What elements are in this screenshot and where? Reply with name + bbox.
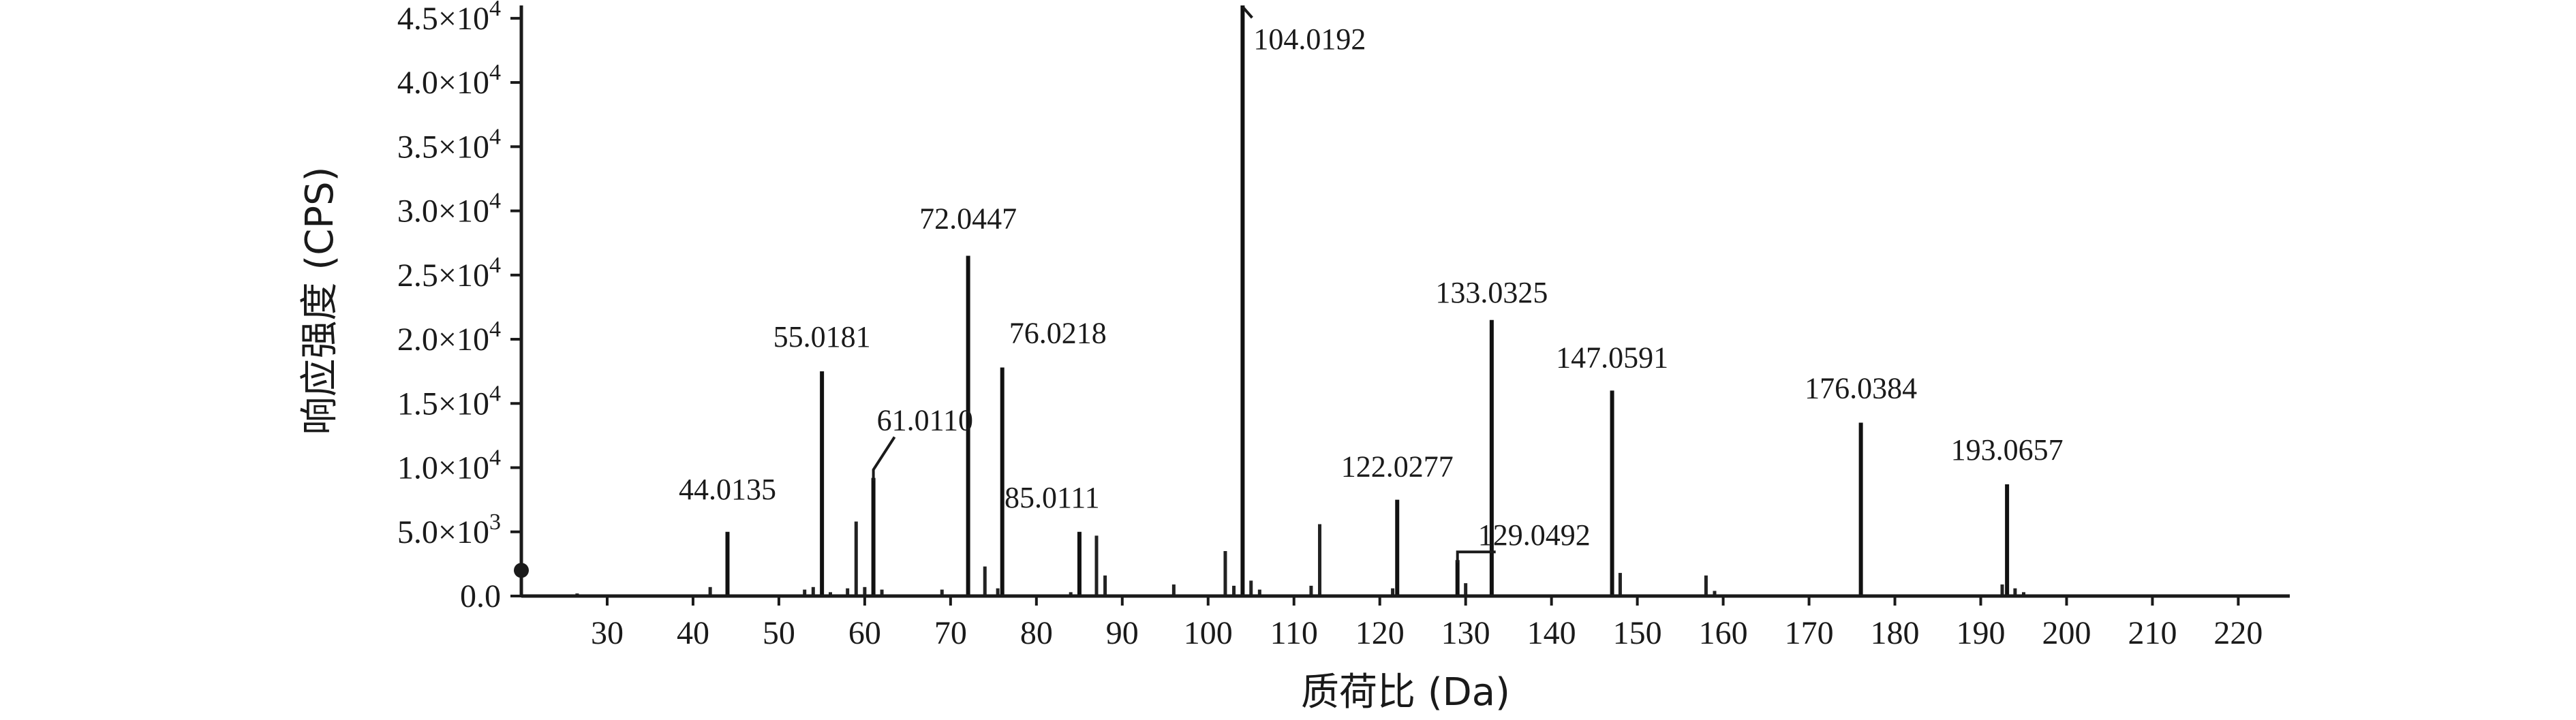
y-tick-label: 2.0×104 — [397, 317, 501, 358]
y-tick-label: 3.5×104 — [397, 124, 501, 165]
y-tick-label: 1.0×104 — [397, 445, 501, 486]
y-axis-title: 响应强度 (CPS) — [298, 167, 342, 435]
peak-label: 176.0384 — [1805, 372, 1917, 405]
x-tick-label: 160 — [1699, 615, 1748, 651]
peak-label: 55.0181 — [773, 320, 871, 354]
x-tick-label: 120 — [1355, 615, 1405, 651]
y-axis-ticks: 0.0 5.0×103 1.0×104 1.5×104 2.0×104 2.5×104 3.… — [397, 0, 521, 614]
x-tick-label: 140 — [1527, 615, 1576, 651]
x-tick-label: 60 — [848, 615, 881, 651]
x-tick-label: 90 — [1106, 615, 1139, 651]
x-tick-label: 180 — [1871, 615, 1920, 651]
y-tick-label: 3.0×104 — [397, 189, 501, 230]
x-axis-title: 质荷比 (Da) — [1301, 670, 1510, 715]
y-tick-label: 4.5×104 — [397, 0, 501, 37]
y-tick-label: 5.0×103 — [397, 510, 501, 550]
x-tick-label: 200 — [2042, 615, 2091, 651]
x-tick-label: 80 — [1020, 615, 1053, 651]
x-tick-label: 150 — [1613, 615, 1662, 651]
x-tick-label: 130 — [1441, 615, 1490, 651]
x-tick-label: 220 — [2213, 615, 2263, 651]
peak-label: 72.0447 — [919, 202, 1017, 236]
spectrum-peaks — [575, 5, 2025, 596]
x-tick-label: 170 — [1785, 615, 1834, 651]
peak-leader-line — [1456, 550, 1496, 563]
peak-label: 61.0110 — [877, 404, 973, 437]
x-tick-label: 30 — [591, 615, 624, 651]
peak-label: 147.0591 — [1556, 341, 1668, 374]
peak-leader-line — [1241, 5, 1253, 19]
peak-label: 133.0325 — [1435, 276, 1548, 309]
x-tick-label: 210 — [2128, 615, 2177, 651]
x-tick-label: 110 — [1270, 615, 1318, 651]
peak-label: 44.0135 — [679, 473, 776, 506]
x-tick-label: 70 — [934, 615, 967, 651]
peak-label: 129.0492 — [1478, 518, 1591, 552]
y-tick-label: 0.0 — [460, 578, 501, 614]
peak-label: 104.0192 — [1253, 22, 1366, 56]
x-tick-label: 50 — [763, 615, 795, 651]
peak-leader-lines — [872, 5, 1496, 563]
peak-label: 122.0277 — [1341, 450, 1454, 484]
y-tick-label: 1.5×104 — [397, 381, 501, 422]
x-tick-label: 190 — [1957, 615, 2006, 651]
origin-marker — [514, 563, 529, 578]
peak-leader-line — [872, 436, 896, 481]
peak-label: 193.0657 — [1951, 433, 2064, 467]
peak-label: 85.0111 — [1005, 481, 1100, 514]
x-axis-ticks: 30 40 50 60 70 80 90 100 110 120 130 140 150 160 170 18… — [591, 596, 2263, 651]
peak-labels: 44.0135 55.0181 61.0110 72.0447 76.0218 85.01… — [679, 22, 2064, 552]
x-tick-label: 100 — [1184, 615, 1233, 651]
x-tick-label: 40 — [677, 615, 709, 651]
y-tick-label: 4.0×104 — [397, 60, 501, 101]
peak-label: 76.0218 — [1009, 317, 1107, 350]
y-tick-label: 2.5×104 — [397, 253, 501, 294]
